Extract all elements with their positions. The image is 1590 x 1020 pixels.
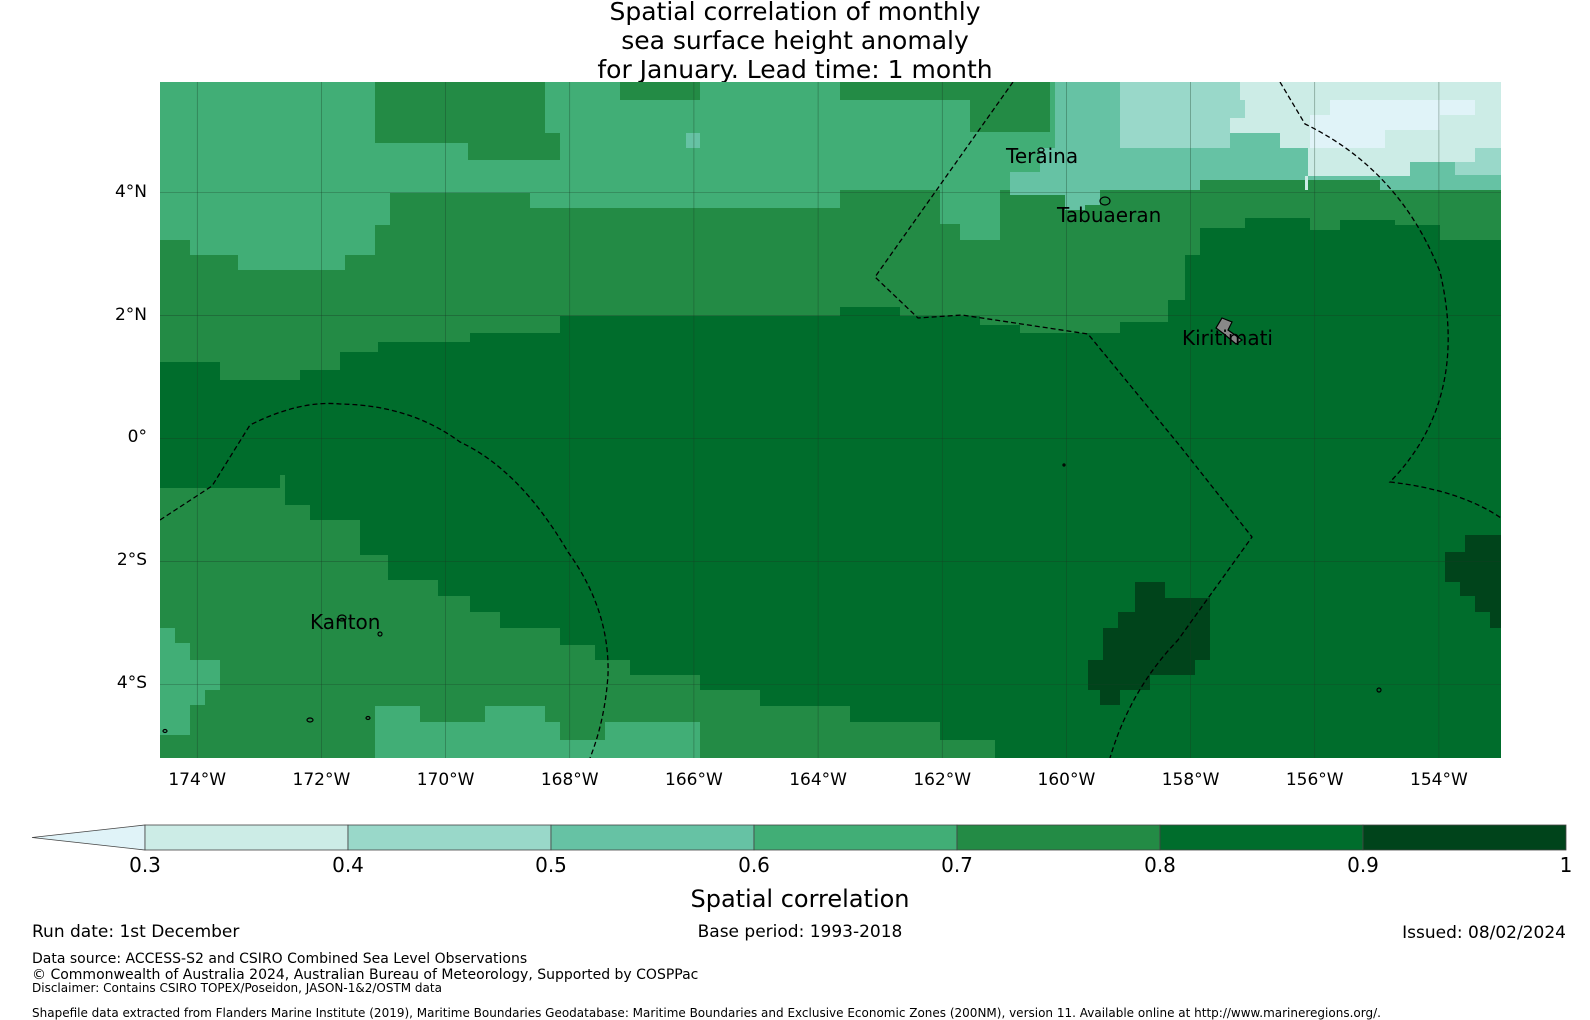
colorbar-segment bbox=[1159, 824, 1364, 851]
y-tick-label: 4°N bbox=[114, 181, 147, 202]
y-tick-label: 4°S bbox=[116, 673, 147, 694]
field-lower-left-0.6 bbox=[160, 628, 220, 735]
title-line-2: sea surface height anomaly bbox=[621, 26, 969, 55]
colorbar-title: Spatial correlation bbox=[690, 885, 910, 913]
copyright: © Commonwealth of Australia 2024, Austra… bbox=[32, 967, 699, 983]
island-kanton-shape bbox=[337, 614, 347, 622]
island-label-kanton: Kanton bbox=[310, 610, 381, 634]
colorbar-tick-label: 0.3 bbox=[129, 853, 161, 877]
x-tick-label: 170°W bbox=[416, 770, 475, 790]
shapefile-credit: Shapefile data extracted from Flanders M… bbox=[32, 1006, 1381, 1020]
correlation-field bbox=[160, 82, 1501, 758]
title-line-1: Spatial correlation of monthly bbox=[609, 0, 981, 26]
colorbar-tick-label: 0.8 bbox=[1144, 853, 1176, 877]
run-date: Run date: 1st December bbox=[32, 922, 240, 942]
field-right-0.9 bbox=[1445, 535, 1501, 628]
island-teraina-shape bbox=[1037, 147, 1045, 153]
colorbar-extend-triangle bbox=[31, 824, 146, 851]
y-tick-label: 2°N bbox=[114, 304, 147, 325]
colorbar-segment bbox=[753, 824, 958, 851]
colorbar-tick-label: 0.7 bbox=[941, 853, 973, 877]
y-tick-label: 2°S bbox=[116, 550, 147, 571]
colorbar-tick-label: 0.9 bbox=[1347, 853, 1379, 877]
colorbar-tick-label: 0.5 bbox=[535, 853, 567, 877]
field-lower-0.7 bbox=[160, 362, 995, 758]
x-tick-label: 154°W bbox=[1410, 770, 1468, 790]
island-tabuaeran-shape bbox=[1099, 196, 1111, 206]
colorbar-tick-label: 0.4 bbox=[332, 853, 364, 877]
field-left-0.8 bbox=[160, 362, 280, 488]
colorbar-segment bbox=[956, 824, 1161, 851]
x-tick-label: 158°W bbox=[1161, 770, 1220, 790]
field-lower-mid-0.6 bbox=[375, 706, 700, 758]
island-label-tabuaeran: Tabuaeran bbox=[1057, 203, 1162, 227]
island-east-small bbox=[1376, 687, 1382, 693]
colorbar-segment bbox=[347, 824, 552, 851]
eez-boundaries bbox=[160, 82, 1501, 758]
island-kanton-small bbox=[377, 631, 383, 637]
x-tick-label: 162°W bbox=[913, 770, 972, 790]
eez-line-line-islands-east bbox=[1279, 82, 1501, 519]
colorbar-tick-label: 0.6 bbox=[738, 853, 770, 877]
island-shapes bbox=[162, 147, 1382, 734]
field-upper-below-0.3 bbox=[1310, 100, 1475, 148]
colorbar-segment bbox=[144, 824, 349, 851]
island-label-teraina: Teraina bbox=[1006, 144, 1079, 168]
island-south-2 bbox=[365, 715, 371, 721]
x-tick-label: 174°W bbox=[168, 770, 227, 790]
x-tick-label: 156°W bbox=[1285, 770, 1344, 790]
data-source: Data source: ACCESS-S2 and CSIRO Combine… bbox=[32, 951, 528, 967]
issued-date: Issued: 08/02/2024 bbox=[1402, 923, 1566, 943]
disclaimer: Disclaimer: Contains CSIRO TOPEX/Poseido… bbox=[32, 981, 442, 995]
field-cell-0.6 bbox=[686, 133, 700, 148]
island-equator-small bbox=[1062, 463, 1066, 467]
title-line-3: for January. Lead time: 1 month bbox=[597, 55, 993, 84]
x-tick-label: 160°W bbox=[1037, 770, 1096, 790]
island-label-kiritimati: Kiritimati bbox=[1182, 326, 1273, 350]
x-tick-label: 168°W bbox=[540, 770, 599, 790]
island-south-3 bbox=[162, 728, 168, 734]
island-kiritimati-shape bbox=[1215, 317, 1244, 345]
x-tick-label: 166°W bbox=[665, 770, 723, 790]
colorbar-tick-label: 1 bbox=[1559, 853, 1573, 877]
field-lower-0.9 bbox=[1088, 582, 1210, 705]
x-tick-label: 172°W bbox=[292, 770, 351, 790]
island-south-1 bbox=[306, 717, 314, 723]
eez-line-phoenix bbox=[160, 402, 609, 758]
colorbar bbox=[31, 824, 1567, 851]
x-tick-label: 164°W bbox=[789, 770, 847, 790]
y-tick-label: 0° bbox=[127, 427, 147, 448]
field-upper-left-0.6 bbox=[160, 82, 530, 270]
graticule bbox=[160, 82, 1501, 758]
base-period: Base period: 1993-2018 bbox=[697, 922, 903, 942]
colorbar-segment bbox=[550, 824, 755, 851]
colorbar-segment bbox=[1362, 824, 1567, 851]
